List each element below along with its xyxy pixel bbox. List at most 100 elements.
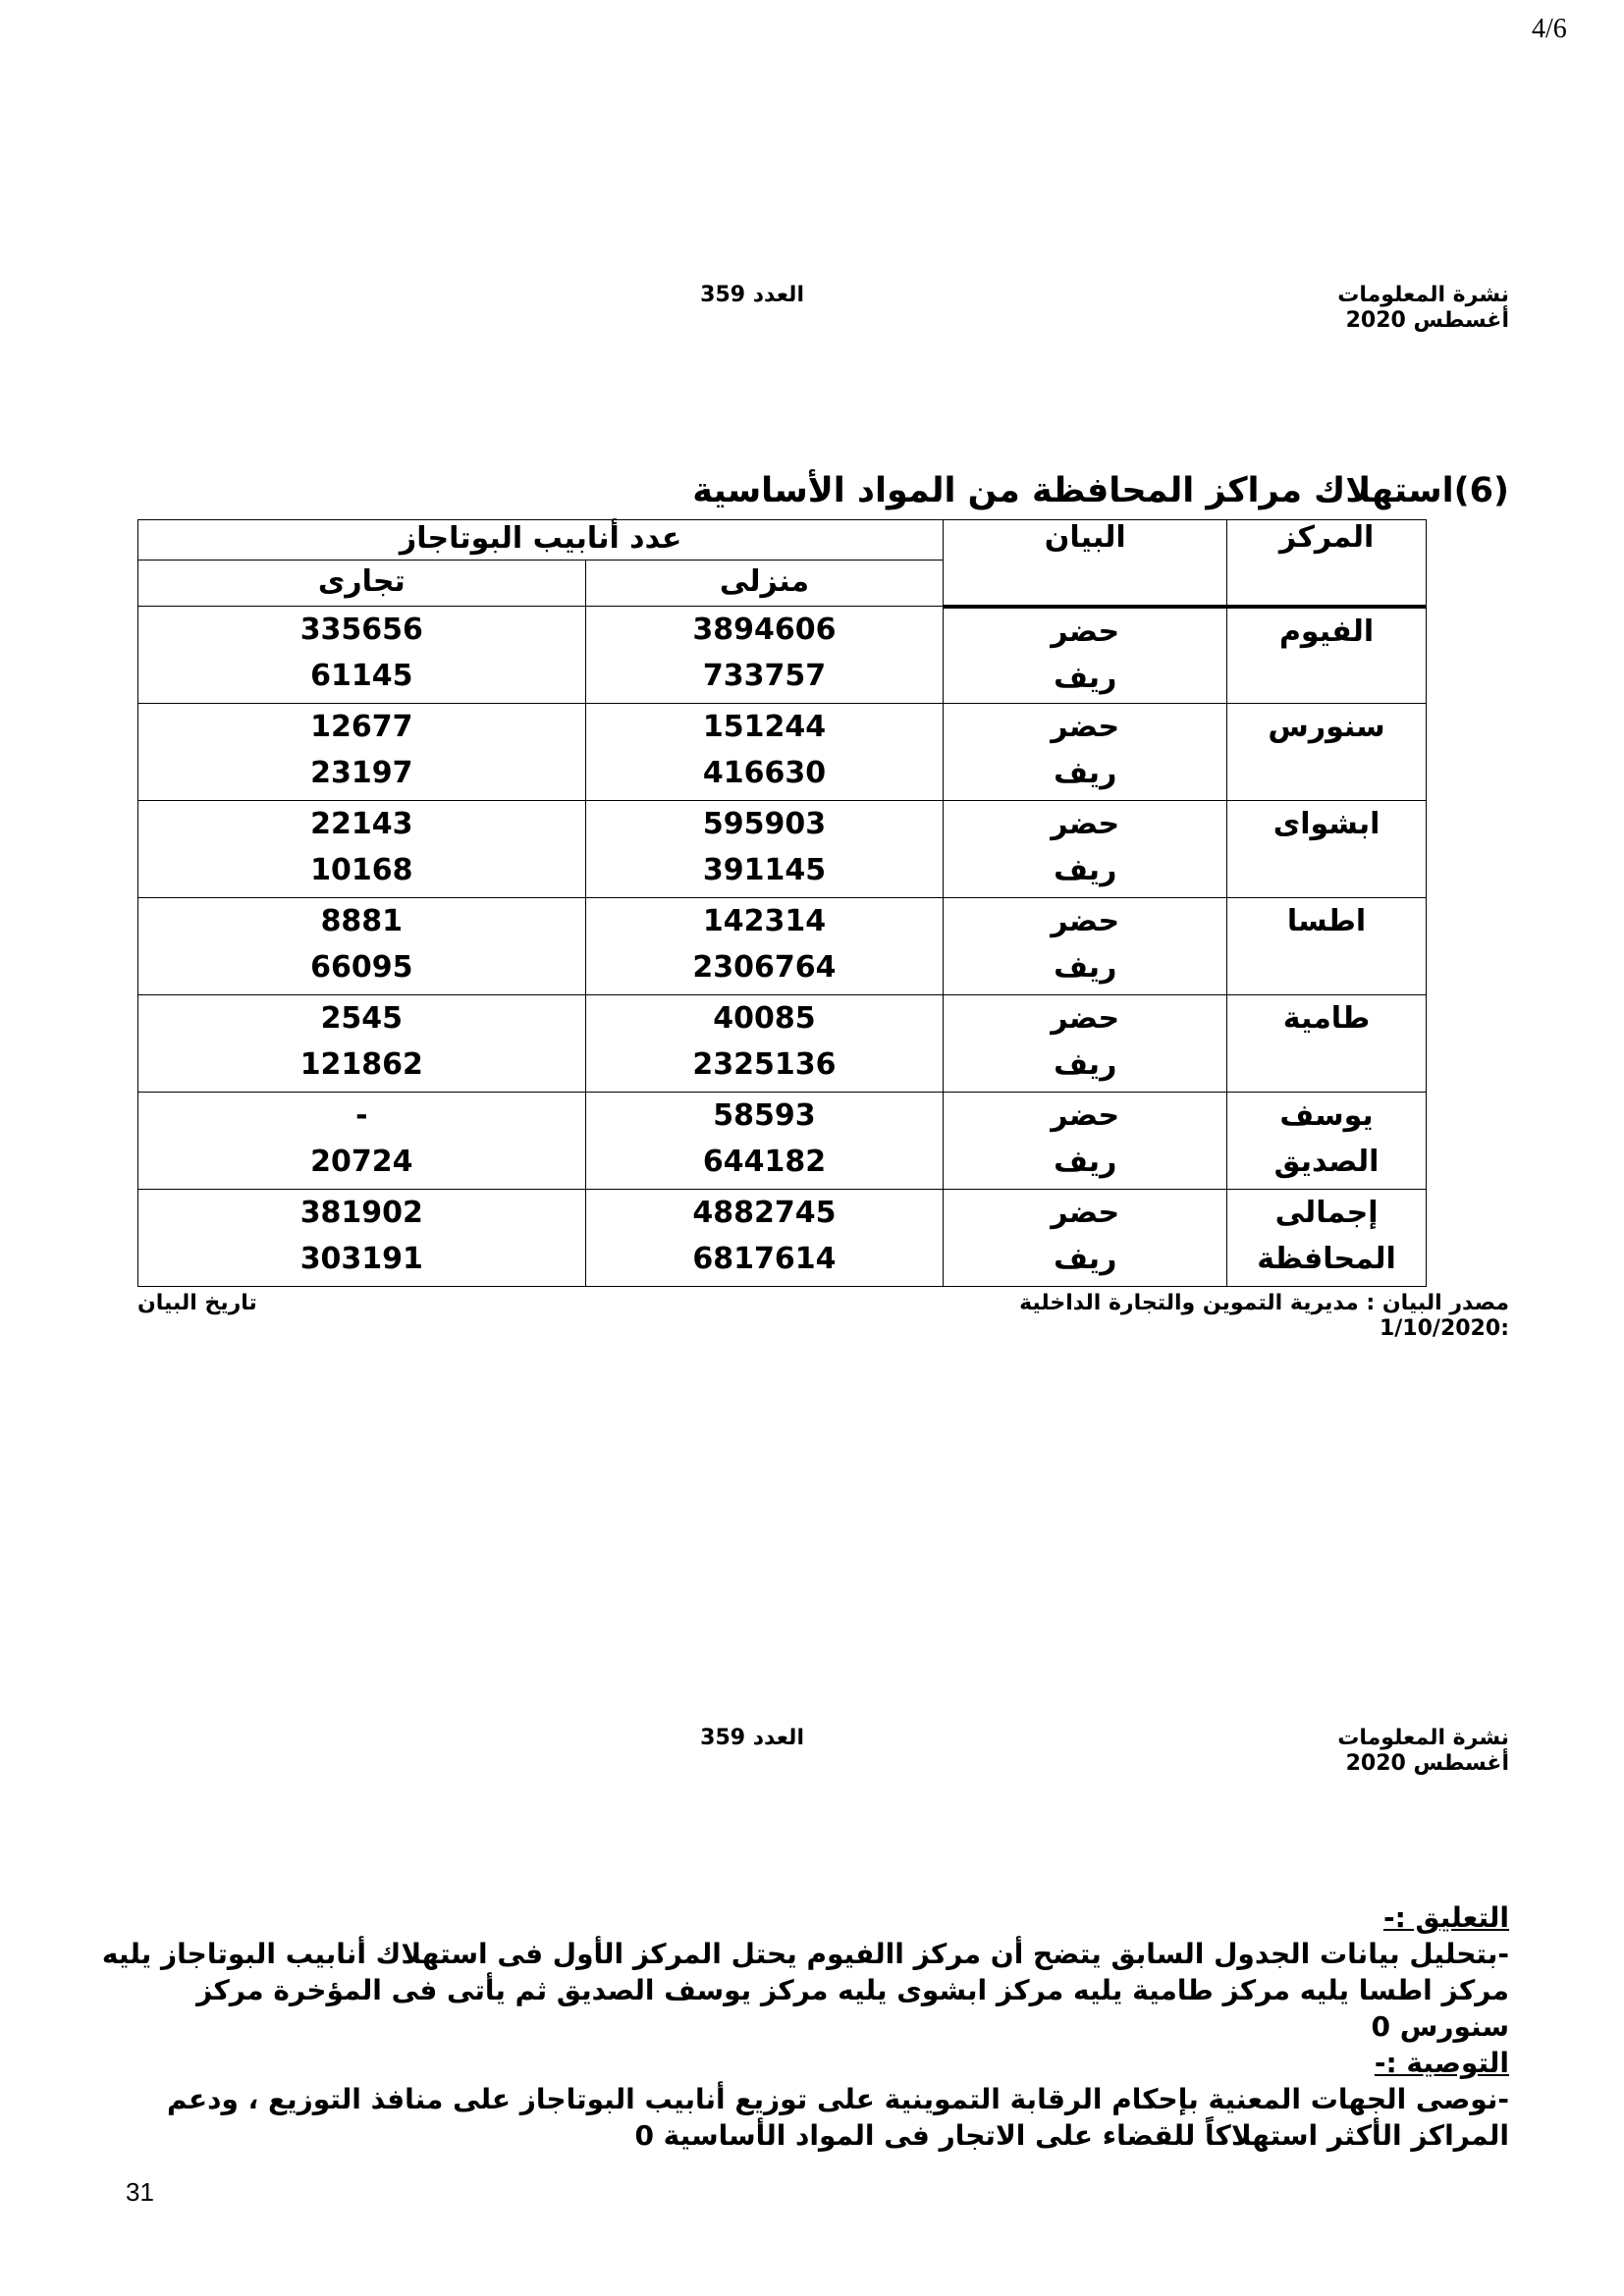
statement-cell: حضر ريف (943, 994, 1228, 1093)
commentary: التعليق :- -بتحليل بيانات الجدول السابق … (95, 1899, 1510, 2154)
home-cell-value: 595903 (702, 807, 827, 841)
header-center: المركز (1226, 519, 1427, 609)
issue-number: العدد 359 (700, 283, 804, 307)
home-cell-value: 2306764 (692, 950, 837, 985)
table-row: طامية حضر ريف 40085 2325136 2545 121862 (137, 994, 1427, 1093)
comment-heading: التعليق :- (1382, 1901, 1510, 1934)
home-cell: 40085 2325136 (584, 994, 945, 1093)
butane-table: المركز البيان عدد أنابيب البوتاجاز منزلى… (136, 519, 1427, 1287)
home-cell-value: 40085 (713, 1001, 816, 1036)
statement-cell-value: حضر (1051, 1098, 1120, 1133)
center-cell: إجمالى المحافظة (1226, 1189, 1427, 1287)
home-cell-value: 733757 (702, 659, 827, 693)
statement-cell-value: ريف (1054, 950, 1117, 985)
statement-cell-value: ريف (1054, 1047, 1117, 1082)
center-cell-value: سنورس (1268, 710, 1385, 744)
home-cell: 58593 644182 (584, 1092, 945, 1190)
data-date-label: تاريخ البيان (137, 1291, 257, 1315)
home-cell-value: 142314 (702, 904, 827, 938)
commercial-cell: 12677 23197 (137, 703, 586, 801)
commercial-cell-value: 10168 (310, 853, 413, 887)
statement-cell-value: حضر (1051, 614, 1120, 649)
commercial-cell-value: 20724 (310, 1145, 413, 1179)
statement-cell: حضر ريف (943, 1092, 1228, 1190)
recommendation-text: -نوصى الجهات المعنية بإحكام الرقابة التم… (167, 2083, 1510, 2152)
commercial-cell: - 20724 (137, 1092, 586, 1190)
table-section: المركز البيان عدد أنابيب البوتاجاز منزلى… (136, 519, 1509, 1342)
statement-cell-value: حضر (1051, 904, 1120, 938)
statement-cell-value: ريف (1054, 1145, 1117, 1179)
statement-cell-value: حضر (1051, 1196, 1120, 1230)
table-row: الفيوم حضر ريف 3894606 733757 335656 61145 (137, 606, 1427, 704)
center-cell: اطسا (1226, 897, 1427, 995)
commercial-cell: 22143 10168 (137, 800, 586, 898)
commercial-cell-value: 22143 (310, 807, 413, 841)
header-commercial: تجارى (137, 560, 586, 607)
table-row: إجمالى المحافظة حضر ريف 4882745 6817614 38190… (137, 1189, 1427, 1287)
home-cell: 142314 2306764 (584, 897, 945, 995)
recommendation-heading: التوصية :- (1374, 2047, 1510, 2079)
footer-page-number: 31 (126, 2177, 154, 2207)
home-cell: 3894606 733757 (584, 606, 945, 704)
table-row: ابشواى حضر ريف 595903 391145 22143 10168 (137, 800, 1427, 898)
data-date-value: :1/10/2020 (1379, 1316, 1509, 1341)
center-cell: سنورس (1226, 703, 1427, 801)
home-cell: 4882745 6817614 (584, 1189, 945, 1287)
statement-cell-value: ريف (1054, 756, 1117, 790)
statement-cell-value: ريف (1054, 660, 1117, 695)
comment-text: -بتحليل بيانات الجدول السابق يتضح أن مرك… (101, 1938, 1510, 2043)
statement-cell-value: حضر (1051, 710, 1120, 744)
home-cell-value: 151244 (702, 710, 827, 744)
center-cell-value: طامية (1282, 1001, 1371, 1036)
issue-number-2: العدد 359 (700, 1726, 804, 1750)
bulletin-date: أغسطس 2020 (1345, 308, 1509, 333)
commercial-cell-value: - (355, 1098, 368, 1133)
home-cell-value: 644182 (702, 1145, 827, 1179)
commercial-cell-value: 12677 (310, 710, 413, 744)
home-cell-value: 4882745 (692, 1196, 837, 1230)
commercial-cell: 2545 121862 (137, 994, 586, 1093)
commercial-cell-value: 121862 (299, 1047, 423, 1082)
bulletin-name-2: نشرة المعلومات (1337, 1726, 1509, 1750)
center-cell-value: يوسف الصديق (1273, 1098, 1380, 1179)
commercial-cell: 381902 303191 (137, 1189, 586, 1287)
statement-cell: حضر ريف (943, 1189, 1228, 1287)
header-group: عدد أنابيب البوتاجاز (136, 519, 945, 561)
commercial-cell: 335656 61145 (137, 606, 586, 704)
center-cell: الفيوم (1226, 606, 1427, 704)
statement-cell-value: حضر (1051, 807, 1120, 841)
statement-cell: حضر ريف (943, 800, 1228, 898)
home-cell-value: 416630 (702, 756, 827, 790)
home-cell-value: 6817614 (692, 1242, 837, 1276)
commercial-cell-value: 335656 (299, 613, 423, 647)
home-cell: 151244 416630 (584, 703, 945, 801)
home-cell-value: 58593 (713, 1098, 816, 1133)
center-cell-value: الفيوم (1278, 614, 1375, 649)
commercial-cell-value: 381902 (299, 1196, 423, 1230)
home-cell-value: 391145 (702, 853, 827, 887)
center-cell-value: ابشواى (1272, 807, 1380, 841)
commercial-cell-value: 23197 (310, 756, 413, 790)
section-title: (6)استهلاك مراكز المحافظة من المواد الأس… (692, 471, 1509, 510)
commercial-cell-value: 8881 (320, 904, 404, 938)
home-cell: 595903 391145 (584, 800, 945, 898)
bulletin-date-2: أغسطس 2020 (1345, 1751, 1509, 1776)
commercial-cell: 8881 66095 (137, 897, 586, 995)
home-cell-value: 3894606 (692, 613, 837, 647)
table-row: اطسا حضر ريف 142314 2306764 8881 66095 (137, 897, 1427, 995)
page-count: 4/6 (1532, 14, 1567, 44)
statement-cell: حضر ريف (943, 703, 1228, 801)
statement-cell: حضر ريف (943, 606, 1228, 704)
commercial-cell-value: 61145 (310, 659, 413, 693)
bottom-section: التعليق :- -بتحليل بيانات الجدول السابق … (95, 1899, 1510, 2207)
statement-cell: حضر ريف (943, 897, 1228, 995)
center-cell-value: إجمالى المحافظة (1257, 1196, 1396, 1276)
data-source: مصدر البيان : مديرية التموين والتجارة ال… (1019, 1291, 1509, 1315)
center-cell: طامية (1226, 994, 1427, 1093)
table-row: سنورس حضر ريف 151244 416630 12677 23197 (137, 703, 1427, 801)
commercial-cell-value: 303191 (299, 1242, 423, 1276)
commercial-cell-value: 2545 (320, 1001, 404, 1036)
home-cell-value: 2325136 (692, 1047, 837, 1082)
statement-cell-value: حضر (1051, 1001, 1120, 1036)
statement-cell-value: ريف (1054, 853, 1117, 887)
